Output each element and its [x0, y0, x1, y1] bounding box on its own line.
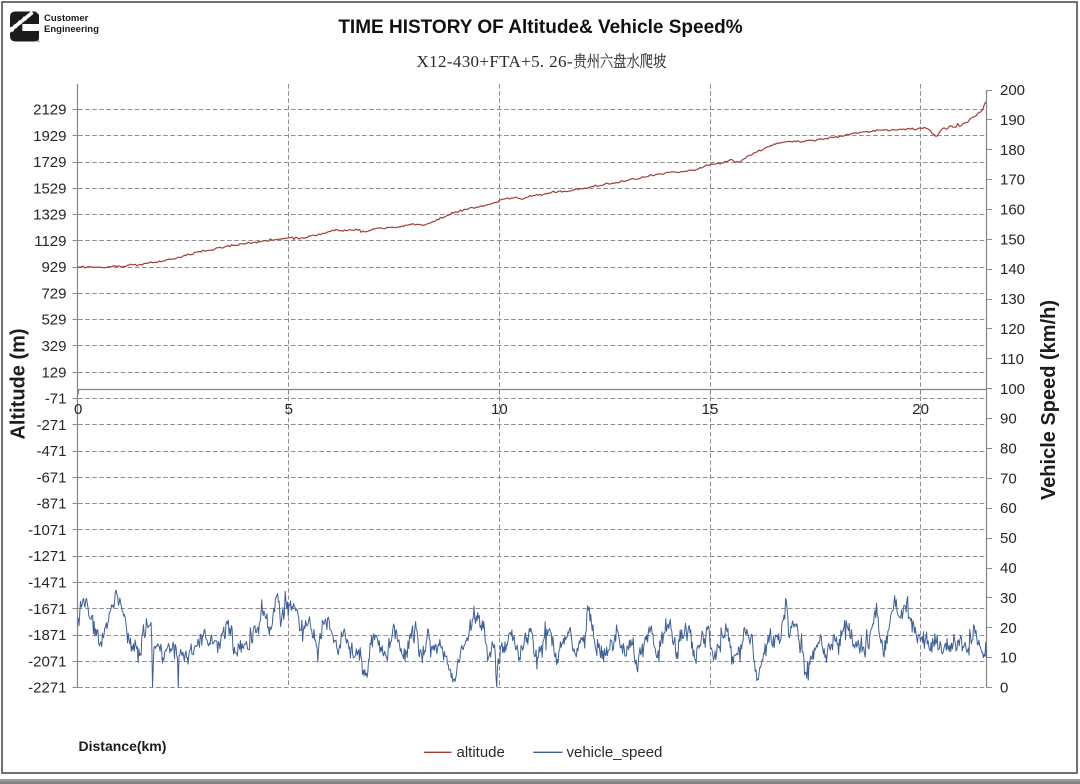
- svg-text:-1071: -1071: [28, 522, 66, 539]
- svg-text:-871: -871: [36, 496, 66, 513]
- svg-text:729: 729: [41, 285, 66, 302]
- svg-text:-2071: -2071: [28, 653, 66, 670]
- svg-text:190: 190: [1000, 112, 1025, 129]
- svg-text:329: 329: [41, 338, 66, 355]
- svg-text:-671: -671: [36, 469, 66, 486]
- svg-text:50: 50: [1000, 530, 1017, 547]
- svg-text:Distance(km): Distance(km): [79, 738, 167, 754]
- svg-text:altitude: altitude: [457, 744, 505, 761]
- svg-text:15: 15: [702, 401, 719, 418]
- svg-text:-271: -271: [36, 417, 66, 434]
- svg-text:-1671: -1671: [28, 601, 66, 618]
- svg-text:20: 20: [912, 401, 929, 418]
- svg-text:30: 30: [1000, 590, 1017, 607]
- svg-text:160: 160: [1000, 202, 1025, 219]
- svg-text:20: 20: [1000, 620, 1017, 637]
- svg-text:40: 40: [1000, 560, 1017, 577]
- svg-text:70: 70: [1000, 470, 1017, 487]
- svg-text:10: 10: [491, 401, 508, 418]
- svg-text:1729: 1729: [33, 154, 66, 171]
- svg-text:529: 529: [41, 312, 66, 329]
- svg-text:929: 929: [41, 259, 66, 276]
- svg-text:1529: 1529: [33, 180, 66, 197]
- svg-text:110: 110: [1000, 351, 1024, 368]
- svg-text:Vehicle Speed (km/h): Vehicle Speed (km/h): [1038, 300, 1060, 500]
- svg-text:90: 90: [1000, 411, 1017, 428]
- svg-text:10: 10: [1000, 650, 1017, 667]
- svg-text:X12-430+FTA+5. 26-: X12-430+FTA+5. 26-: [417, 52, 573, 71]
- svg-text:80: 80: [1000, 441, 1017, 458]
- svg-text:-71: -71: [45, 391, 67, 408]
- svg-text:180: 180: [1000, 142, 1025, 159]
- svg-text:Altitude (m): Altitude (m): [8, 328, 30, 439]
- svg-text:120: 120: [1000, 321, 1025, 338]
- svg-text:150: 150: [1000, 231, 1025, 248]
- svg-text:129: 129: [41, 364, 66, 381]
- svg-text:0: 0: [1000, 680, 1008, 697]
- svg-text:Engineering: Engineering: [44, 24, 99, 35]
- svg-text:1129: 1129: [34, 233, 66, 250]
- svg-text:5: 5: [285, 401, 293, 418]
- svg-text:0: 0: [74, 401, 82, 418]
- svg-text:-1271: -1271: [28, 548, 66, 565]
- svg-text:200: 200: [1000, 82, 1025, 99]
- svg-text:1929: 1929: [33, 128, 66, 145]
- svg-text:vehicle_speed: vehicle_speed: [567, 744, 663, 761]
- svg-text:2129: 2129: [33, 102, 66, 119]
- svg-text:1329: 1329: [33, 207, 66, 224]
- svg-text:TIME HISTORY OF Altitude& Vehi: TIME HISTORY OF Altitude& Vehicle Speed%: [338, 17, 742, 38]
- svg-text:Customer: Customer: [44, 13, 89, 24]
- svg-text:170: 170: [1000, 172, 1025, 189]
- svg-text:-1471: -1471: [28, 575, 66, 592]
- svg-text:140: 140: [1000, 261, 1025, 278]
- svg-text:-1871: -1871: [28, 627, 66, 644]
- svg-text:60: 60: [1000, 500, 1017, 517]
- svg-text:130: 130: [1000, 291, 1025, 308]
- svg-text:-471: -471: [36, 443, 66, 460]
- svg-text:100: 100: [1000, 381, 1025, 398]
- svg-text:-2271: -2271: [28, 680, 66, 697]
